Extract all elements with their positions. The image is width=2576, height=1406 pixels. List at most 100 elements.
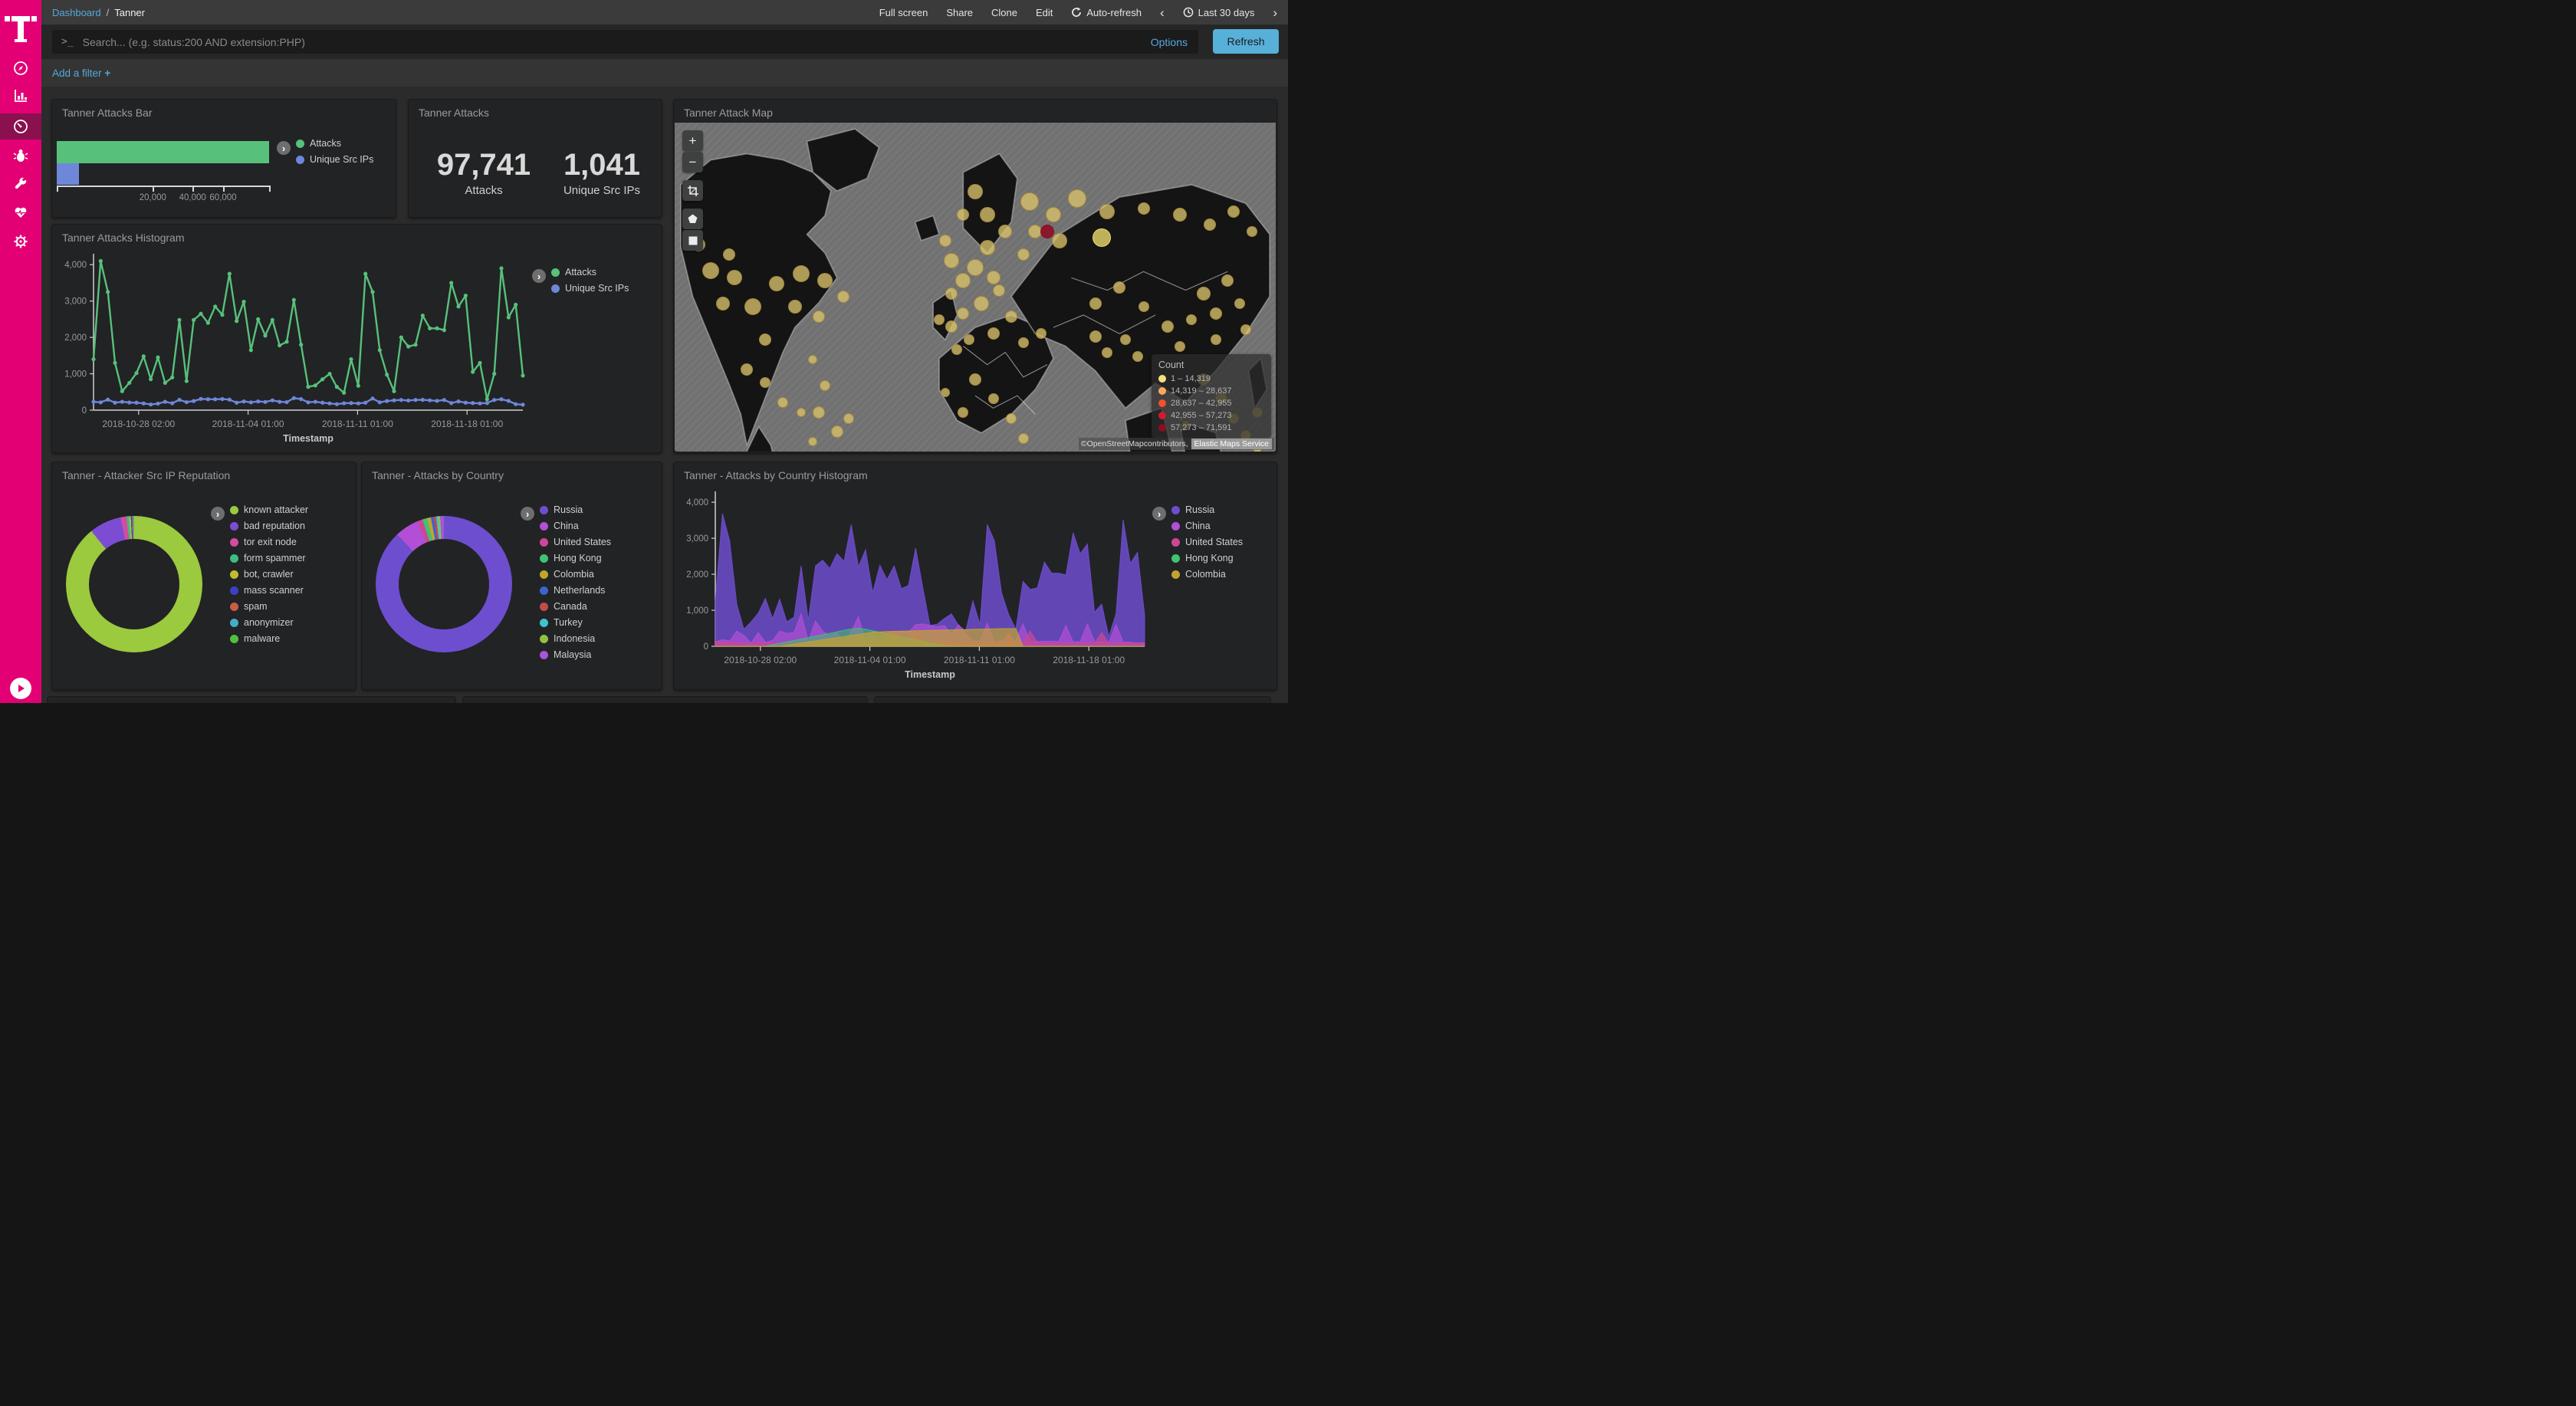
sidebar-collapse-button[interactable]	[10, 678, 31, 699]
attack-bubble[interactable]	[973, 295, 989, 311]
sidebar-item-devtools[interactable]	[0, 171, 41, 197]
attack-bubble[interactable]	[1196, 287, 1211, 301]
attack-bubble[interactable]	[836, 291, 849, 304]
attack-bubble[interactable]	[727, 269, 743, 285]
attack-bubble[interactable]	[1138, 301, 1149, 313]
attack-bubble[interactable]	[813, 406, 826, 419]
legend-item[interactable]: bad reputation	[230, 521, 308, 531]
openstreetmap-link[interactable]: OpenStreetMap	[1086, 439, 1144, 448]
legend-item[interactable]: Russia	[1171, 504, 1243, 515]
legend-item[interactable]: mass scanner	[230, 585, 308, 596]
map-legend-item[interactable]: 42,955 – 57,273	[1158, 411, 1264, 420]
attack-bubble[interactable]	[1036, 327, 1047, 339]
map-draw-polygon-button[interactable]	[682, 209, 703, 229]
attack-bubble[interactable]	[1040, 224, 1055, 238]
attack-bubble[interactable]	[940, 387, 950, 397]
attack-bubble[interactable]	[955, 272, 971, 288]
attack-bubble[interactable]	[759, 376, 770, 388]
legend-item[interactable]: bot, crawler	[230, 569, 308, 580]
sidebar-item-monitoring[interactable]	[0, 199, 41, 225]
search-input[interactable]	[80, 34, 1151, 49]
attack-bubble[interactable]	[744, 298, 761, 316]
attack-bubble[interactable]	[967, 258, 984, 276]
legend-item[interactable]: spam	[230, 601, 308, 612]
map-legend-item[interactable]: 28,637 – 42,955	[1158, 399, 1264, 408]
legend-item[interactable]: Russia	[540, 504, 611, 515]
legend-item[interactable]: Hong Kong	[1171, 553, 1243, 563]
attack-bubble[interactable]	[722, 248, 735, 261]
options-link[interactable]: Options	[1150, 35, 1188, 48]
attack-bubble[interactable]	[945, 320, 958, 333]
sidebar-item-discover[interactable]	[0, 55, 41, 81]
attack-bubble[interactable]	[1089, 297, 1102, 310]
legend-toggle-icon[interactable]: ›	[1152, 507, 1166, 521]
attack-bubble[interactable]	[938, 235, 951, 248]
refresh-button[interactable]: Refresh	[1213, 29, 1279, 54]
attack-bubble[interactable]	[1240, 324, 1251, 336]
attack-bubble[interactable]	[1186, 314, 1198, 326]
fullscreen-button[interactable]: Full screen	[879, 6, 928, 18]
legend-item[interactable]: Indonesia	[540, 633, 611, 644]
attack-bubble[interactable]	[1174, 340, 1185, 352]
country-area-chart[interactable]: 0 1,000 2,000 3,000 4,000 2018-10-28 02:00 201…	[680, 484, 1148, 685]
map-legend-item[interactable]: 14,319 – 28,637	[1158, 386, 1264, 396]
attack-bubble[interactable]	[1051, 233, 1067, 249]
attack-bubble[interactable]	[968, 184, 983, 200]
attack-bubble[interactable]	[758, 333, 771, 347]
attack-bubble[interactable]	[951, 344, 963, 355]
attack-bubble[interactable]	[943, 253, 959, 269]
legend-item[interactable]: Unique Src IPs	[551, 283, 629, 294]
attack-bubble[interactable]	[792, 265, 810, 283]
legend-toggle-icon[interactable]: ›	[211, 507, 225, 521]
map-legend-item[interactable]: 1 – 14,319	[1158, 374, 1264, 383]
attack-bubble[interactable]	[1017, 337, 1029, 349]
attack-bubble[interactable]	[1089, 330, 1102, 343]
attack-bubble[interactable]	[979, 240, 995, 256]
clone-button[interactable]: Clone	[991, 6, 1017, 18]
attack-bubble[interactable]	[1209, 307, 1222, 320]
attack-bubble[interactable]	[998, 224, 1013, 238]
attack-bubble[interactable]	[958, 406, 969, 418]
attack-bubble[interactable]	[1006, 413, 1017, 425]
attack-bubble[interactable]	[969, 373, 981, 386]
attack-bubble[interactable]	[1092, 228, 1111, 248]
bar-Unique Src IPs[interactable]	[57, 163, 79, 185]
attack-bubble[interactable]	[1102, 347, 1113, 359]
legend-item[interactable]: tor exit node	[230, 537, 308, 547]
attack-bubble[interactable]	[1234, 297, 1245, 309]
legend-item[interactable]: Attacks	[551, 267, 629, 278]
t-mobile-logo[interactable]	[0, 5, 41, 54]
time-range-picker[interactable]: Last 30 days	[1183, 7, 1254, 18]
bar-Attacks[interactable]	[57, 141, 269, 163]
attack-bubble[interactable]	[987, 393, 999, 405]
attack-bubble[interactable]	[1172, 208, 1187, 222]
legend-item[interactable]: Canada	[540, 601, 611, 612]
legend-toggle-icon[interactable]: ›	[521, 507, 534, 521]
map-draw-rectangle-button[interactable]	[682, 230, 703, 251]
legend-item[interactable]: Malaysia	[540, 649, 611, 660]
legend-item[interactable]: Hong Kong	[540, 553, 611, 563]
attack-bubble[interactable]	[1203, 218, 1216, 231]
legend-item[interactable]: Netherlands	[540, 585, 611, 596]
reputation-donut-chart[interactable]	[66, 516, 202, 652]
map-zoom-out-button[interactable]: −	[682, 152, 703, 172]
attack-bubble[interactable]	[945, 287, 958, 301]
legend-item[interactable]: Colombia	[1171, 569, 1243, 580]
attack-bubble[interactable]	[933, 314, 945, 326]
time-back-chevron[interactable]: ‹	[1159, 5, 1165, 20]
legend-item[interactable]: Attacks	[296, 138, 373, 149]
add-filter-link[interactable]: Add a filter +	[52, 67, 111, 79]
country-donut-chart[interactable]	[376, 516, 512, 652]
sidebar-item-management[interactable]	[0, 228, 41, 255]
attack-bubble[interactable]	[1005, 310, 1018, 324]
legend-item[interactable]: Turkey	[540, 617, 611, 628]
share-button[interactable]: Share	[946, 6, 974, 18]
map-legend-item[interactable]: 57,273 – 71,591	[1158, 423, 1264, 432]
legend-item[interactable]: United States	[540, 537, 611, 547]
time-forward-chevron[interactable]: ›	[1273, 5, 1277, 20]
attack-bubble[interactable]	[715, 296, 730, 310]
attacks-histogram-chart[interactable]: 0 1,000 2,000 3,000 4,000 2018-10-28 02:00 201…	[58, 246, 527, 449]
attack-bubble[interactable]	[993, 284, 1006, 297]
attack-bubble[interactable]	[1132, 350, 1143, 362]
attack-bubble[interactable]	[1221, 274, 1234, 287]
